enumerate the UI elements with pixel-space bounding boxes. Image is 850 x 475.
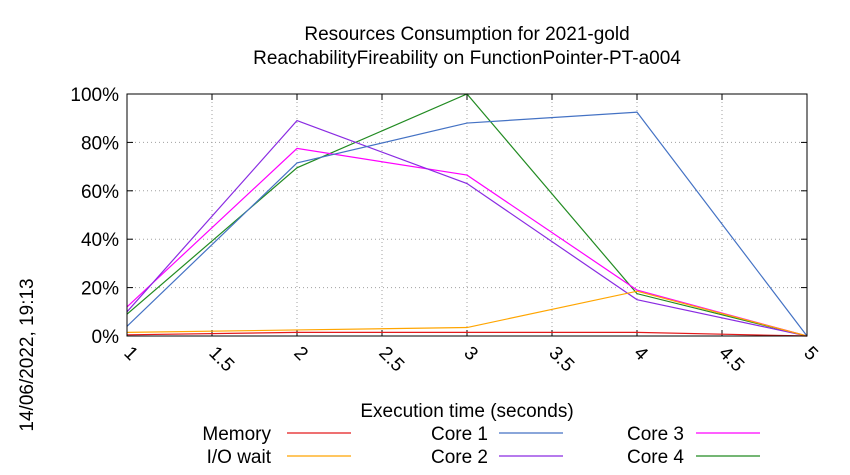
legend-label: Core 3: [627, 424, 684, 445]
x-tick-label: 1: [119, 343, 141, 365]
series-line-core-1: [126, 111, 808, 337]
y-tick-label: 40%: [81, 230, 119, 251]
x-tick-label: 2.5: [374, 343, 408, 377]
legend-label: Core 4: [627, 447, 684, 468]
y-tick-label: 20%: [81, 279, 119, 300]
legend-label: Core 2: [431, 447, 488, 468]
x-tick-label: 2: [289, 343, 311, 365]
series-line-i-o-wait: [126, 290, 808, 337]
x-tick-label: 5: [799, 343, 821, 365]
y-tick-label: 100%: [70, 85, 119, 106]
grid-lines: [127, 94, 807, 336]
series-line-core-2: [126, 119, 808, 337]
x-tick-label: 3: [459, 343, 481, 365]
series-line-core-3: [126, 147, 808, 337]
y-axis-ticks: 0% 20% 40% 60% 80% 100%: [70, 85, 807, 348]
x-axis-label: Execution time (seconds): [360, 401, 573, 422]
y-tick-label: 0%: [92, 327, 120, 348]
x-tick-label: 4.5: [714, 343, 748, 377]
legend-label: I/O wait: [207, 447, 272, 468]
chart-title: Resources Consumption for 2021-gold: [304, 24, 629, 45]
plot-frame: [126, 93, 808, 337]
x-tick-label: 4: [629, 343, 652, 366]
series-line-memory: [126, 331, 808, 337]
x-tick-label: 1.5: [204, 343, 238, 377]
legend-label: Core 1: [431, 424, 488, 445]
y-tick-label: 60%: [81, 182, 119, 203]
chart-subtitle: ReachabilityFireability on FunctionPoint…: [253, 48, 681, 69]
x-tick-label: 3.5: [544, 343, 578, 377]
legend-label: Memory: [202, 424, 271, 445]
y-tick-label: 80%: [81, 133, 119, 154]
timestamp-label: 14/06/2022, 19:13: [17, 278, 38, 431]
